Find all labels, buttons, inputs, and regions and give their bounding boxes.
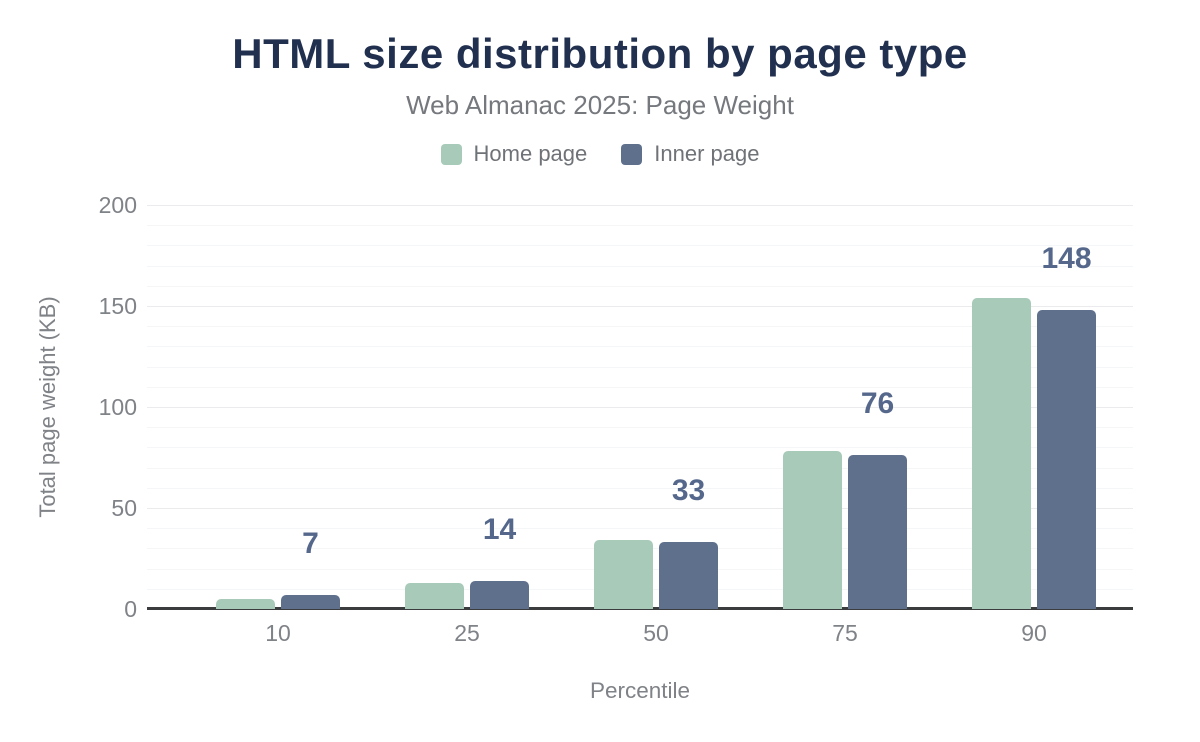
gridline-80 bbox=[147, 447, 1133, 449]
legend-swatch-inner-page bbox=[621, 143, 643, 165]
legend-item-home-page[interactable]: Home page bbox=[440, 141, 588, 167]
legend: Home page Inner page bbox=[0, 140, 1200, 168]
legend-item-inner-page[interactable]: Inner page bbox=[621, 141, 759, 167]
chart-subtitle: Web Almanac 2025: Page Weight bbox=[406, 90, 794, 120]
data-label-p25: 14 bbox=[482, 512, 517, 546]
x-tick-50: 50 bbox=[643, 620, 669, 646]
legend-label: Home page bbox=[473, 141, 588, 166]
data-label-p50: 33 bbox=[671, 474, 706, 508]
bar-inner-page-p25[interactable] bbox=[470, 580, 529, 609]
gridline-150 bbox=[147, 306, 1133, 307]
gridline-170 bbox=[147, 265, 1133, 267]
gridline-90 bbox=[147, 427, 1133, 429]
x-tick-25: 25 bbox=[454, 620, 480, 646]
bar-home-page-p25[interactable] bbox=[405, 582, 464, 609]
gridline-70 bbox=[147, 467, 1133, 469]
x-tick-90: 90 bbox=[1021, 620, 1047, 646]
gridline-200 bbox=[147, 205, 1133, 206]
bar-home-page-p90[interactable] bbox=[972, 297, 1031, 609]
bar-inner-page-p10[interactable] bbox=[281, 594, 340, 609]
chart-title: HTML size distribution by page type bbox=[232, 30, 968, 77]
bar-inner-page-p50[interactable] bbox=[659, 542, 718, 609]
bar-home-page-p10[interactable] bbox=[216, 598, 275, 609]
gridline-140 bbox=[147, 326, 1133, 328]
gridline-130 bbox=[147, 346, 1133, 348]
gridline-180 bbox=[147, 245, 1133, 247]
y-tick-200: 200 bbox=[98, 192, 137, 218]
x-tick-10: 10 bbox=[265, 620, 291, 646]
gridline-110 bbox=[147, 386, 1133, 388]
data-label-p90: 148 bbox=[1041, 242, 1092, 276]
gridline-40 bbox=[147, 528, 1133, 530]
y-tick-100: 100 bbox=[98, 394, 137, 420]
y-tick-50: 50 bbox=[111, 495, 137, 521]
x-tick-75: 75 bbox=[832, 620, 858, 646]
x-axis-title: Percentile bbox=[589, 678, 691, 703]
gridline-160 bbox=[147, 285, 1133, 287]
gridline-120 bbox=[147, 366, 1133, 368]
y-tick-0: 0 bbox=[124, 596, 137, 622]
bar-inner-page-p75[interactable] bbox=[848, 455, 907, 609]
bar-inner-page-p90[interactable] bbox=[1037, 310, 1096, 609]
gridline-50 bbox=[147, 508, 1133, 509]
data-label-p10: 7 bbox=[302, 526, 319, 560]
plot-area bbox=[147, 205, 1133, 610]
bar-home-page-p50[interactable] bbox=[594, 540, 653, 609]
y-tick-150: 150 bbox=[98, 293, 137, 319]
bar-home-page-p75[interactable] bbox=[783, 451, 842, 609]
legend-label: Inner page bbox=[654, 141, 760, 166]
gridline-190 bbox=[147, 225, 1133, 227]
gridline-60 bbox=[147, 487, 1133, 489]
gridline-100 bbox=[147, 407, 1133, 408]
legend-swatch-home-page bbox=[440, 143, 462, 165]
data-label-p75: 76 bbox=[860, 387, 895, 421]
